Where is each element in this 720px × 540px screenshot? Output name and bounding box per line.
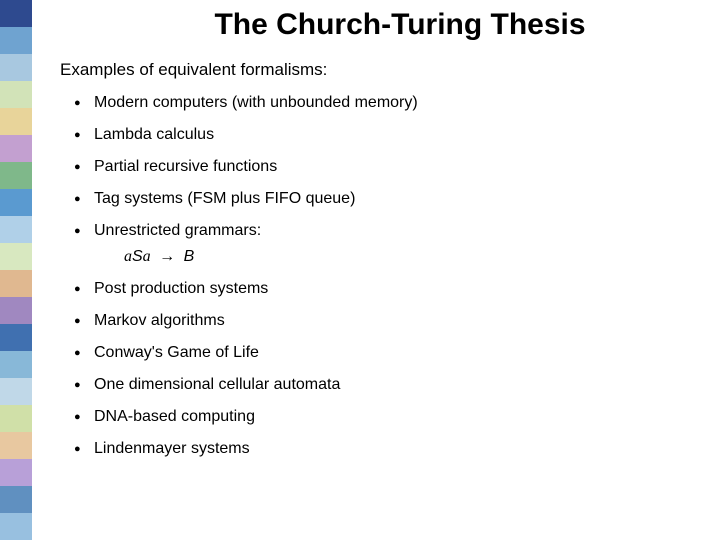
bullet-list-bottom: Post production systems Markov algorithm… bbox=[60, 280, 700, 458]
strip-segment bbox=[0, 459, 32, 486]
strip-segment bbox=[0, 297, 32, 324]
grammar-alpha: a bbox=[124, 248, 132, 265]
list-item: Markov algorithms bbox=[94, 312, 700, 330]
strip-segment bbox=[0, 81, 32, 108]
strip-segment bbox=[0, 351, 32, 378]
strip-segment bbox=[0, 189, 32, 216]
strip-segment bbox=[0, 135, 32, 162]
list-item: DNA-based computing bbox=[94, 408, 700, 426]
strip-segment bbox=[0, 324, 32, 351]
slide-title: The Church-Turing Thesis bbox=[100, 8, 700, 42]
list-item: Tag systems (FSM plus FIFO queue) bbox=[94, 190, 700, 208]
list-item: Unrestricted grammars: bbox=[94, 222, 700, 240]
slide-content: The Church-Turing Thesis Examples of equ… bbox=[40, 0, 720, 540]
arrow-icon: → bbox=[159, 248, 175, 265]
list-item: Modern computers (with unbounded memory) bbox=[94, 94, 700, 112]
strip-segment bbox=[0, 216, 32, 243]
list-item: Post production systems bbox=[94, 280, 700, 298]
strip-segment bbox=[0, 27, 32, 54]
list-item: Lindenmayer systems bbox=[94, 440, 700, 458]
strip-segment bbox=[0, 513, 32, 540]
strip-segment bbox=[0, 270, 32, 297]
strip-segment bbox=[0, 162, 32, 189]
grammar-rule: aSa → B bbox=[60, 248, 700, 266]
strip-segment bbox=[0, 243, 32, 270]
strip-segment bbox=[0, 405, 32, 432]
strip-segment bbox=[0, 432, 32, 459]
grammar-S: S bbox=[132, 248, 143, 265]
strip-segment bbox=[0, 54, 32, 81]
grammar-alpha: a bbox=[143, 248, 151, 265]
list-item: Partial recursive functions bbox=[94, 158, 700, 176]
grammar-B: B bbox=[184, 248, 195, 265]
bullet-list-top: Modern computers (with unbounded memory)… bbox=[60, 94, 700, 240]
decorative-strip bbox=[0, 0, 32, 540]
strip-segment bbox=[0, 0, 32, 27]
list-item: One dimensional cellular automata bbox=[94, 376, 700, 394]
strip-segment bbox=[0, 378, 32, 405]
slide-subtitle: Examples of equivalent formalisms: bbox=[60, 60, 700, 80]
list-item: Conway's Game of Life bbox=[94, 344, 700, 362]
strip-segment bbox=[0, 108, 32, 135]
list-item: Lambda calculus bbox=[94, 126, 700, 144]
strip-segment bbox=[0, 486, 32, 513]
